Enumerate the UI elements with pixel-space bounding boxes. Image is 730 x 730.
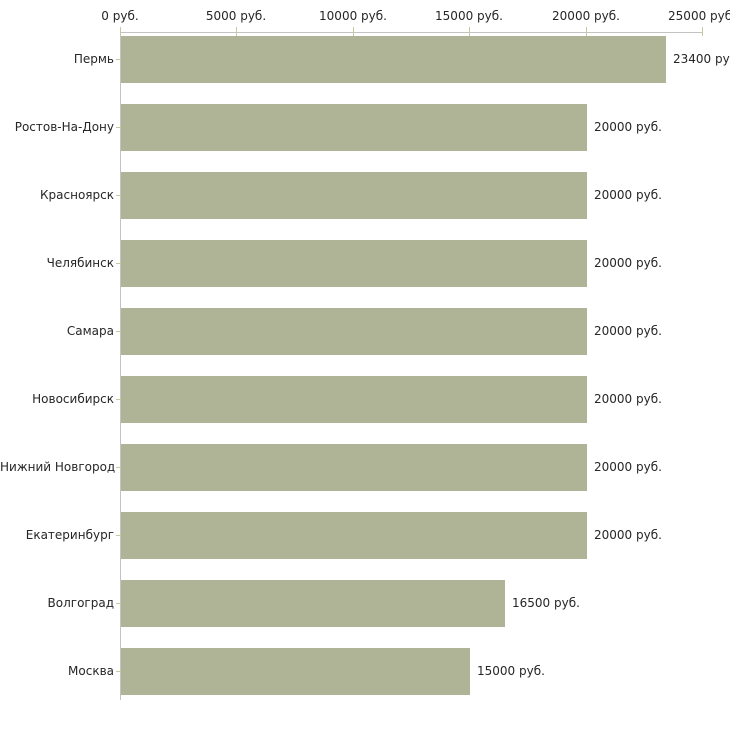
category-tick-mark xyxy=(116,331,123,332)
value-label: 20000 руб. xyxy=(594,460,662,474)
x-axis-tick-label: 20000 руб. xyxy=(552,9,620,23)
bar-row: Новосибирск 20000 руб. xyxy=(0,376,730,423)
value-label: 20000 руб. xyxy=(594,528,662,542)
x-axis-tick-mark xyxy=(236,27,237,36)
bar xyxy=(121,648,470,695)
category-label: Волгоград xyxy=(47,596,114,610)
value-label: 20000 руб. xyxy=(594,324,662,338)
x-axis-tick-mark xyxy=(469,27,470,36)
x-axis-tick-label: 0 руб. xyxy=(101,9,139,23)
bar xyxy=(121,444,587,491)
value-label: 20000 руб. xyxy=(594,256,662,270)
bar-row: Москва 15000 руб. xyxy=(0,648,730,695)
category-label: Пермь xyxy=(73,52,114,66)
x-axis-tick-label: 25000 руб. xyxy=(668,9,730,23)
category-label: Екатеринбург xyxy=(25,528,114,542)
category-label: Красноярск xyxy=(40,188,114,202)
category-label: Ростов-На-Дону xyxy=(14,120,114,134)
value-label: 20000 руб. xyxy=(594,188,662,202)
value-label: 16500 руб. xyxy=(512,596,580,610)
category-label: Самара xyxy=(66,324,114,338)
value-label: 15000 руб. xyxy=(477,664,545,678)
y-axis-line xyxy=(120,32,121,700)
category-tick-mark xyxy=(116,535,123,536)
category-tick-mark xyxy=(116,671,123,672)
x-axis-tick-mark xyxy=(353,27,354,36)
bar xyxy=(121,36,666,83)
category-tick-mark xyxy=(116,127,123,128)
x-axis-tick-mark xyxy=(702,27,703,36)
bar xyxy=(121,580,505,627)
category-tick-mark xyxy=(116,467,123,468)
category-tick-mark xyxy=(116,399,123,400)
bar xyxy=(121,172,587,219)
category-label: Нижний Новгород xyxy=(0,460,116,474)
category-label: Челябинск xyxy=(46,256,114,270)
bar-row: Ростов-На-Дону 20000 руб. xyxy=(0,104,730,151)
x-axis-tick-label: 10000 руб. xyxy=(319,9,387,23)
bar xyxy=(121,376,587,423)
bar xyxy=(121,104,587,151)
value-label: 20000 руб. xyxy=(594,392,662,406)
category-label: Москва xyxy=(68,664,114,678)
x-axis-line xyxy=(120,32,703,33)
x-axis-tick-mark xyxy=(120,27,121,36)
bar-row: Екатеринбург 20000 руб. xyxy=(0,512,730,559)
bar xyxy=(121,240,587,287)
value-label: 23400 руб. xyxy=(673,52,730,66)
x-axis-tick-label: 15000 руб. xyxy=(435,9,503,23)
x-axis-tick-mark xyxy=(586,27,587,36)
bar-row: Волгоград 16500 руб. xyxy=(0,580,730,627)
category-tick-mark xyxy=(116,263,123,264)
bar xyxy=(121,512,587,559)
bar-row: Самара 20000 руб. xyxy=(0,308,730,355)
bar-row: Челябинск 20000 руб. xyxy=(0,240,730,287)
bar xyxy=(121,308,587,355)
x-axis-tick-label: 5000 руб. xyxy=(205,9,267,23)
bar-row: Пермь 23400 руб. xyxy=(0,36,730,83)
category-tick-mark xyxy=(116,59,123,60)
bar-row: Красноярск 20000 руб. xyxy=(0,172,730,219)
category-tick-mark xyxy=(116,603,123,604)
value-label: 20000 руб. xyxy=(594,120,662,134)
category-tick-mark xyxy=(116,195,123,196)
bar-row: Нижний Новгород 20000 руб. xyxy=(0,444,730,491)
category-label: Новосибирск xyxy=(32,392,114,406)
